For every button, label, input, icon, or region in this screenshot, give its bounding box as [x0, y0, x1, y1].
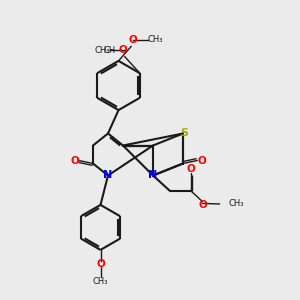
Text: CH₃: CH₃ — [148, 35, 164, 44]
Text: O: O — [186, 164, 195, 174]
Text: O: O — [198, 200, 207, 210]
Text: O: O — [119, 45, 128, 55]
Text: CH: CH — [104, 46, 116, 55]
Text: CH₃: CH₃ — [228, 200, 244, 208]
Text: CH₃: CH₃ — [93, 277, 108, 286]
Text: S: S — [180, 128, 188, 138]
Text: O: O — [70, 155, 79, 166]
Text: N: N — [103, 170, 112, 181]
Text: O: O — [96, 259, 105, 269]
Text: O: O — [128, 35, 137, 45]
Text: N: N — [148, 170, 158, 181]
Text: O: O — [197, 155, 206, 166]
Text: CH₃: CH₃ — [94, 46, 110, 55]
